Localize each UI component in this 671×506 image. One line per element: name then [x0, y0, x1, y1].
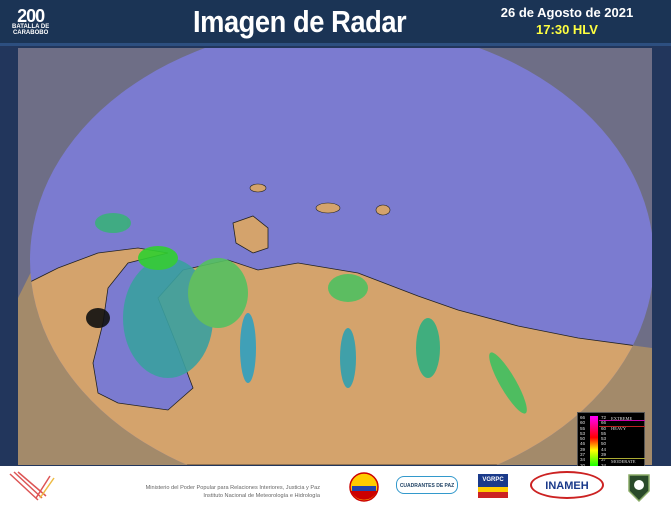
legend-value: 60 [580, 420, 586, 426]
legend-value: 46 [580, 441, 586, 447]
legend-value: 66 [580, 415, 586, 420]
island-aruba [249, 183, 267, 193]
cuadrantes-de-paz-logo: CUADRANTES DE PAZ [396, 476, 458, 494]
logo-line1: BATALLA DE [12, 24, 50, 30]
footer-text: Ministerio del Poder Popular para Relaci… [60, 484, 320, 500]
footer-line2: Instituto Nacional de Meteorología e Hid… [203, 493, 320, 499]
legend-value: 50 [580, 436, 586, 442]
page-title: Imagen de Radar [193, 4, 407, 39]
legend-value: 53 [580, 430, 586, 436]
legend-value: 72 [601, 415, 607, 420]
date-label: 26 de Agosto de 2021 [500, 5, 634, 20]
legend-moderate: MODERATE [611, 459, 636, 464]
footer-line1: Ministerio del Poder Popular para Relaci… [145, 485, 320, 491]
vgrpc-logo: VGRPC [478, 474, 508, 498]
legend-value: 53 [601, 436, 607, 442]
radar-map [18, 48, 652, 465]
logo-number: 200 [17, 6, 45, 26]
institution-crest-logo [628, 474, 650, 503]
island-bonaire [375, 204, 391, 216]
legend-value: 34 [580, 457, 586, 463]
carabobo-200-logo: 200 BATALLA DE CARABOBO [12, 6, 50, 36]
inameh-logo: INAMEH [530, 471, 604, 499]
legend-value: 60 [601, 425, 607, 431]
legend-value: 44 [601, 446, 607, 452]
legend-value: 66 [601, 420, 607, 426]
paraguana-peninsula [232, 215, 269, 254]
legend-extreme: EXTREME [611, 416, 633, 421]
venezuela-shield-logo [349, 472, 379, 502]
legend-value: 55 [580, 425, 586, 431]
time-label: 17:30 HLV [536, 22, 598, 37]
logo-line2: CARABOBO [12, 30, 49, 36]
legend-value: 55 [601, 430, 607, 436]
legend-value: 50 [601, 441, 607, 447]
legend-value: 39 [580, 446, 586, 452]
footer: Ministerio del Poder Popular para Relaci… [0, 466, 671, 506]
legend-color-bar [590, 416, 598, 502]
island-curacao [315, 202, 341, 214]
legend-value: 37 [580, 452, 586, 458]
legend-value: 30 [580, 463, 585, 468]
radar-frame: 66605553504639373430252118141072 7266605… [0, 46, 671, 505]
legend-value: 39 [601, 452, 607, 458]
ministry-stripes-logo [9, 471, 55, 501]
legend-value: 34 [601, 463, 606, 468]
precipitation-echoes [86, 213, 527, 414]
legend-heavy: HEAVY [611, 426, 627, 431]
header: 200 BATALLA DE CARABOBO Imagen de Radar … [0, 0, 671, 46]
legend-value: 37 [601, 457, 607, 463]
